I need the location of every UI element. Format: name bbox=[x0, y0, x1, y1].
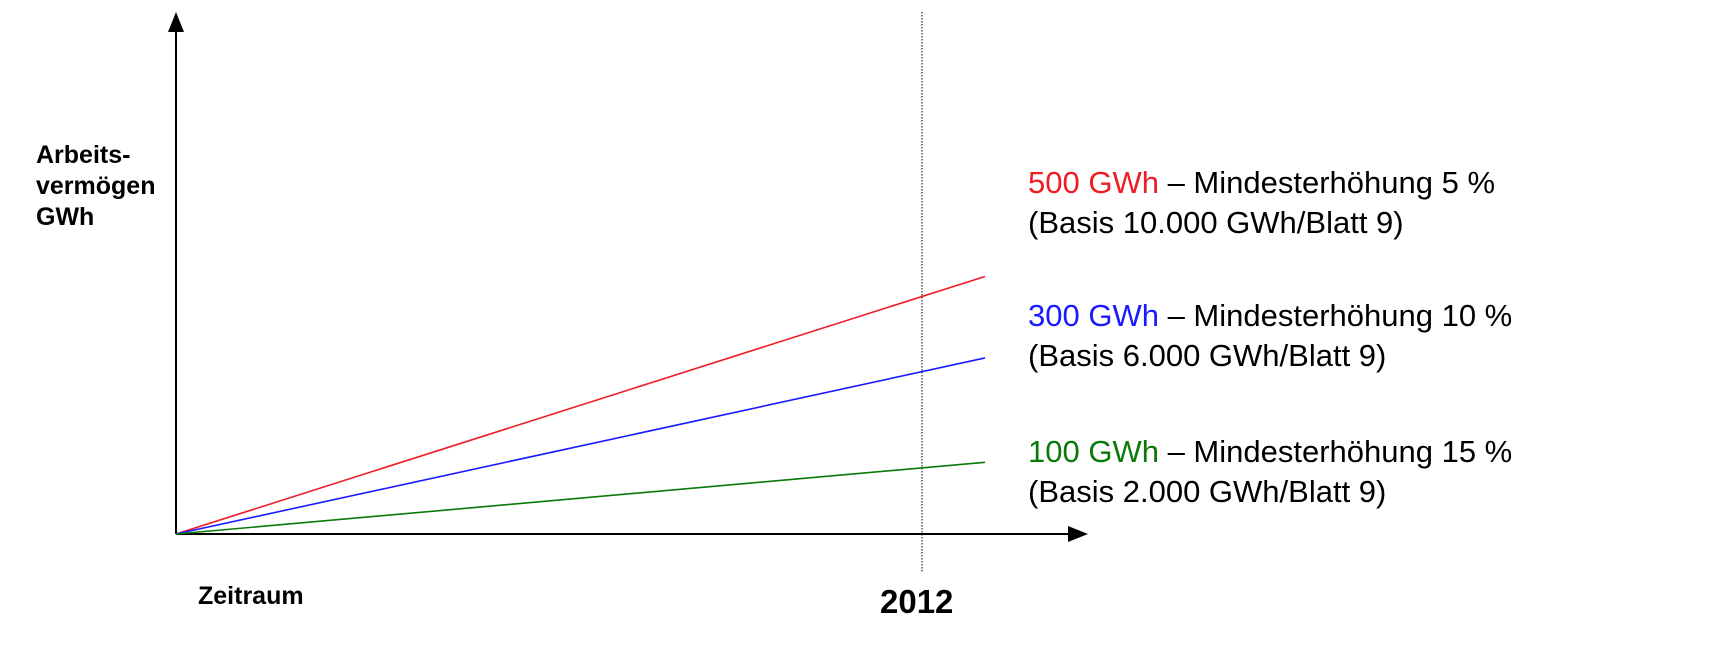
y-axis-label-line: Arbeits- bbox=[36, 141, 131, 169]
series-line-1 bbox=[175, 275, 986, 535]
y-axis-label-line: vermögen bbox=[36, 172, 156, 200]
y-axis-label-line: GWh bbox=[36, 203, 95, 231]
legend-basis: (Basis 6.000 GWh/Blatt 9) bbox=[1028, 338, 1387, 373]
y-axis-label: Arbeits- vermögen GWh bbox=[36, 140, 155, 233]
legend-value: 300 GWh bbox=[1028, 298, 1159, 333]
legend-value: 500 GWh bbox=[1028, 165, 1159, 200]
series-line-3 bbox=[175, 461, 986, 535]
legend-entry-300: 300 GWh – Mindesterhöhung 10 % (Basis 6.… bbox=[1028, 296, 1512, 376]
x-axis-label: Zeitraum bbox=[198, 582, 304, 610]
legend-value: 100 GWh bbox=[1028, 434, 1159, 469]
year-marker-label: 2012 bbox=[880, 583, 954, 620]
y-axis-arrow-icon bbox=[168, 12, 184, 32]
legend-line-1: 100 GWh – Mindesterhöhung 15 % bbox=[1028, 432, 1512, 472]
series-line-2 bbox=[175, 357, 986, 535]
x-axis-arrow-icon bbox=[1068, 526, 1088, 542]
legend-entry-100: 100 GWh – Mindesterhöhung 15 % (Basis 2.… bbox=[1028, 432, 1512, 512]
legend-basis: (Basis 2.000 GWh/Blatt 9) bbox=[1028, 474, 1387, 509]
legend-text: – Mindesterhöhung 5 % bbox=[1158, 165, 1496, 200]
chart-axes bbox=[168, 12, 1088, 572]
legend-line-1: 500 GWh – Mindesterhöhung 5 % bbox=[1028, 163, 1495, 203]
legend-line-1: 300 GWh – Mindesterhöhung 10 % bbox=[1028, 296, 1512, 336]
legend-basis: (Basis 10.000 GWh/Blatt 9) bbox=[1028, 205, 1404, 240]
legend-text: – Mindesterhöhung 15 % bbox=[1158, 434, 1513, 469]
legend-text: – Mindesterhöhung 10 % bbox=[1158, 298, 1513, 333]
legend-entry-500: 500 GWh – Mindesterhöhung 5 % (Basis 10.… bbox=[1028, 163, 1495, 243]
series-lines bbox=[175, 275, 986, 535]
